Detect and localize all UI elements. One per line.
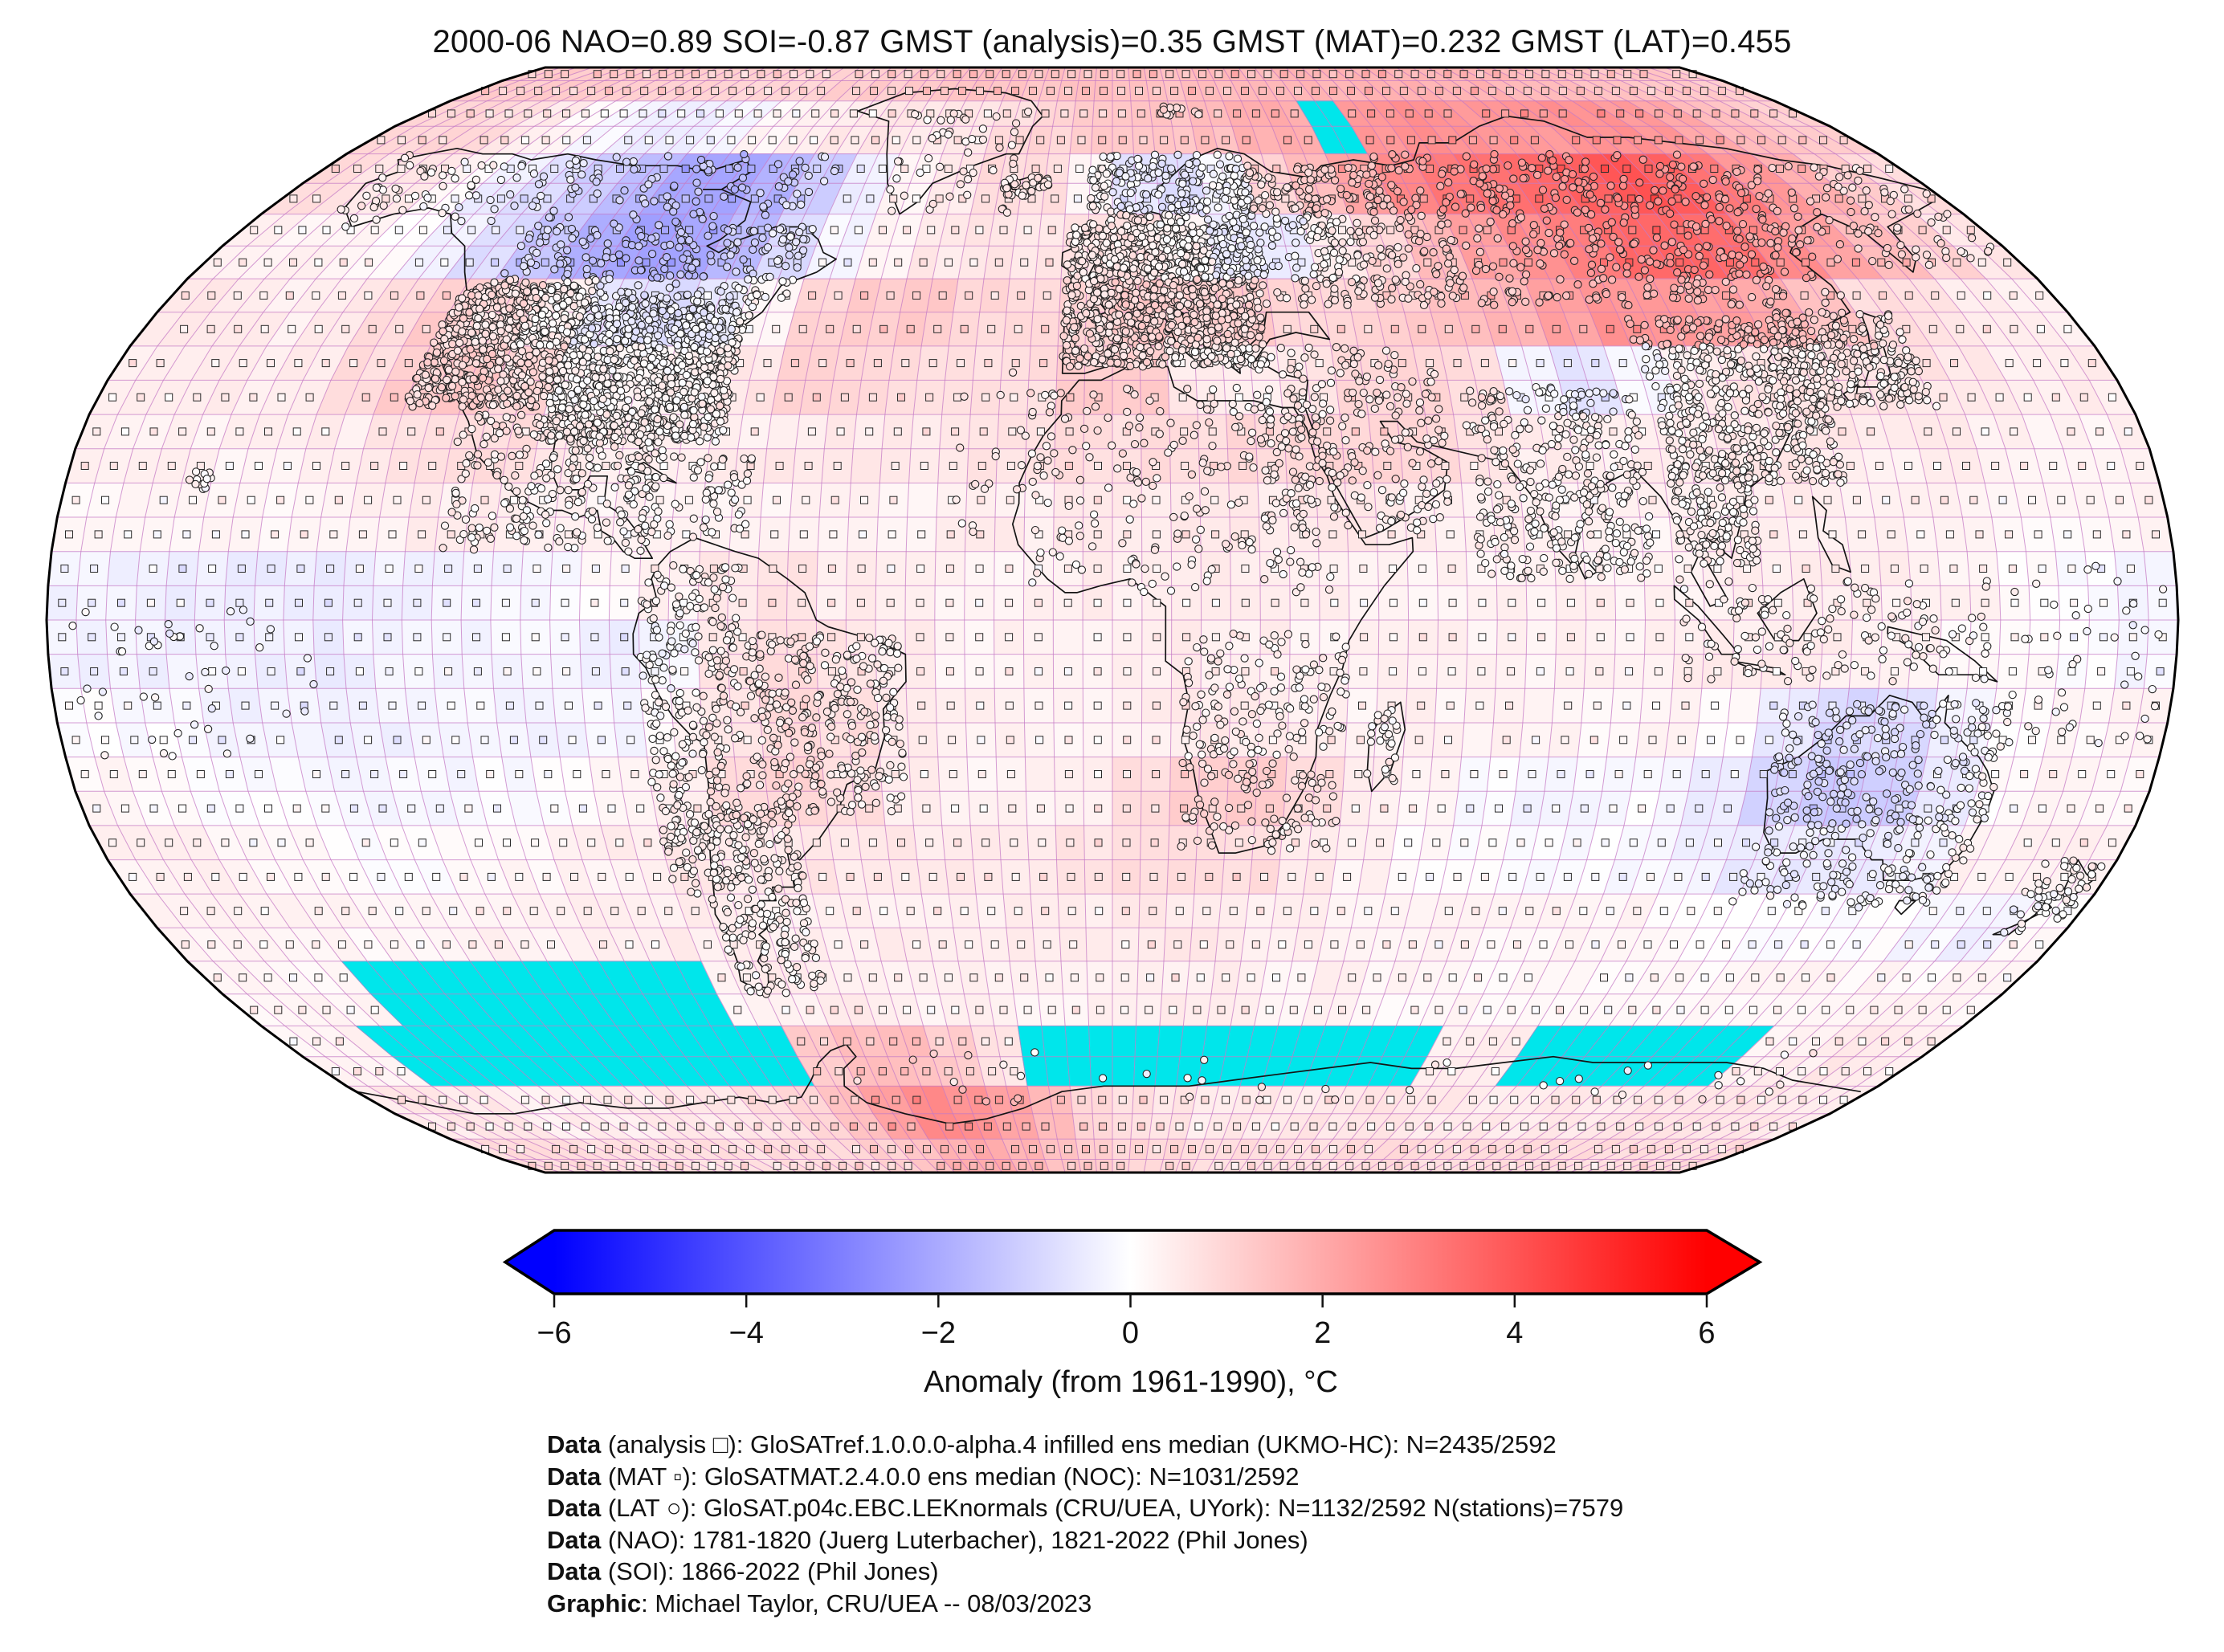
caption-line: Graphic: Michael Taylor, CRU/UEA -- 08/0… bbox=[547, 1588, 1623, 1620]
station-markers bbox=[68, 102, 2168, 1107]
caption-text: (SOI): 1866-2022 (Phil Jones) bbox=[601, 1557, 939, 1585]
colorbar-tick-label: 0 bbox=[1122, 1316, 1139, 1350]
caption-lead: Data bbox=[547, 1525, 602, 1554]
caption-text: (analysis □): GloSATref.1.0.0.0-alpha.4 … bbox=[601, 1430, 1557, 1458]
caption-line: Data (NAO): 1781-1820 (Juerg Luterbacher… bbox=[547, 1524, 1623, 1556]
colorbar: −6 −4 −2 0 2 4 6 bbox=[502, 1229, 1763, 1350]
caption-line: Data (MAT ▫): GloSATMAT.2.4.0.0 ens medi… bbox=[547, 1461, 1623, 1493]
caption-line: Data (SOI): 1866-2022 (Phil Jones) bbox=[547, 1556, 1623, 1588]
coast-antarctica bbox=[355, 1043, 1861, 1125]
coast-srilanka bbox=[1577, 557, 1598, 580]
caption-lead: Data bbox=[547, 1462, 602, 1491]
colorbar-tick-label: 6 bbox=[1698, 1316, 1715, 1350]
caption-lead: Graphic bbox=[547, 1589, 642, 1617]
colorbar-tick-label: 2 bbox=[1314, 1316, 1331, 1350]
caption-lead: Data bbox=[547, 1430, 602, 1458]
figure-title: 2000-06 NAO=0.89 SOI=-0.87 GMST (analysi… bbox=[432, 24, 1792, 59]
analysis-cell-markers bbox=[58, 70, 2167, 1170]
caption-lead: Data bbox=[547, 1494, 602, 1522]
caption-text: (NAO): 1781-1820 (Juerg Luterbacher), 18… bbox=[601, 1525, 1308, 1554]
colorbar-tick-label: 4 bbox=[1506, 1316, 1523, 1350]
caption-block: Data (analysis □): GloSATref.1.0.0.0-alp… bbox=[547, 1429, 1623, 1619]
coast-greenland bbox=[857, 88, 1044, 215]
colorbar-tick-label: −2 bbox=[921, 1316, 956, 1350]
caption-lead: Data bbox=[547, 1557, 602, 1585]
caption-line: Data (analysis □): GloSATref.1.0.0.0-alp… bbox=[547, 1429, 1623, 1461]
coast-nz_south bbox=[1992, 899, 2053, 936]
colorbar-label: Anomaly (from 1961-1990), °C bbox=[924, 1365, 1338, 1399]
caption-text: (LAT ○): GloSAT.p04c.EBC.LEKnormals (CRU… bbox=[601, 1494, 1624, 1522]
colorbar-tick-label: −6 bbox=[537, 1316, 571, 1350]
coast-philippines bbox=[1811, 496, 1851, 573]
map-boundary bbox=[45, 66, 2180, 1174]
coast-sumatra bbox=[1673, 585, 1740, 655]
caption-text: : Michael Taylor, CRU/UEA -- 08/03/2023 bbox=[641, 1589, 1092, 1617]
colorbar-tick-label: −4 bbox=[729, 1316, 764, 1350]
caption-line: Data (LAT ○): GloSAT.p04c.EBC.LEKnormals… bbox=[547, 1492, 1623, 1524]
caption-text: (MAT ▫): GloSATMAT.2.4.0.0 ens median (N… bbox=[601, 1462, 1300, 1491]
